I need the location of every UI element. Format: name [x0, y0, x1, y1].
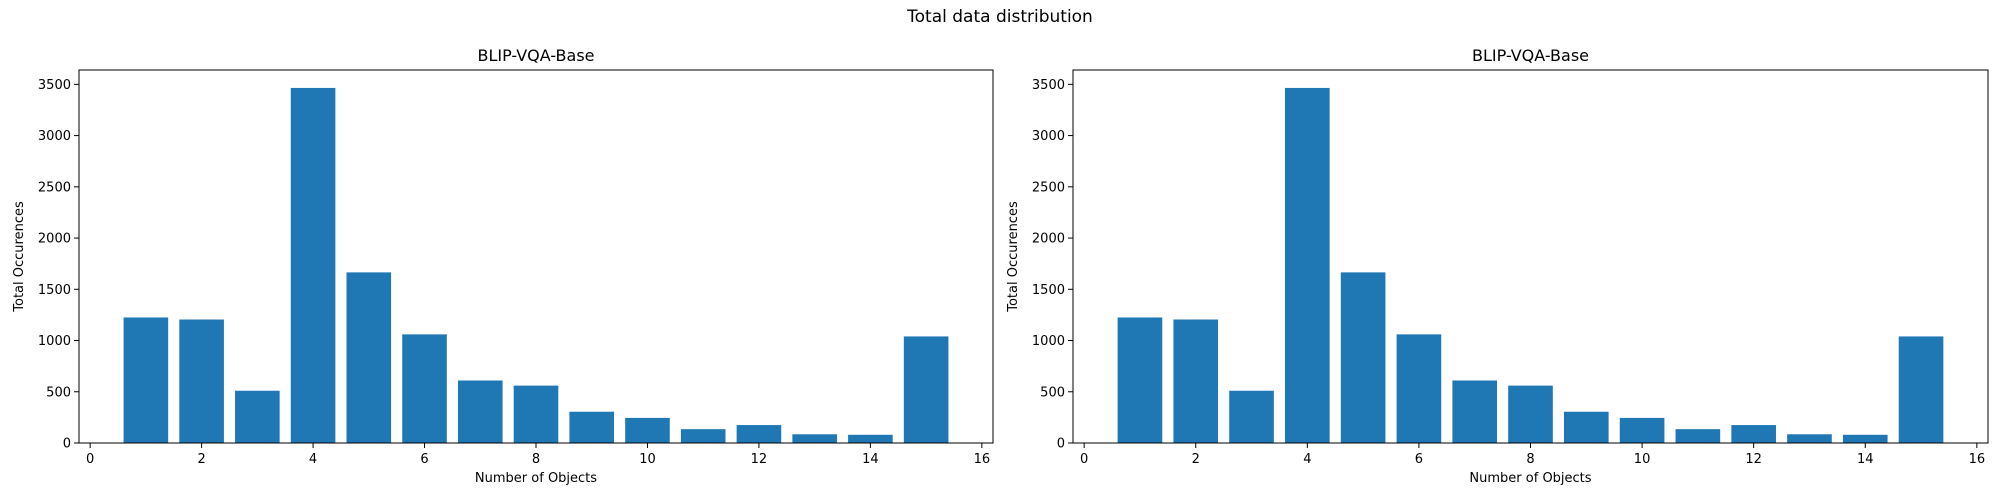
- x-tick-label: 8: [1526, 452, 1534, 467]
- bar-14: [848, 434, 893, 443]
- figure-title: Total data distribution: [907, 7, 1093, 27]
- bar-6: [402, 334, 447, 443]
- chart-title: BLIP-VQA-Base: [477, 46, 594, 65]
- bar-2: [179, 319, 224, 443]
- bar-11: [1675, 429, 1721, 443]
- bar-14: [1842, 434, 1888, 443]
- y-tick-label: 2500: [38, 180, 71, 195]
- x-tick-label: 14: [1857, 452, 1874, 467]
- y-tick-label: 3000: [38, 129, 71, 144]
- bar-9: [1563, 411, 1609, 443]
- bar-7: [457, 380, 503, 443]
- y-tick-label: 1500: [1032, 283, 1065, 298]
- bar-9: [569, 411, 615, 443]
- x-tick-label: 0: [1080, 452, 1088, 467]
- x-tick-label: 2: [197, 452, 205, 467]
- x-tick-label: 14: [862, 452, 879, 467]
- x-tick-label: 8: [532, 452, 540, 467]
- bar-5: [346, 272, 392, 443]
- x-tick-label: 2: [1192, 452, 1200, 467]
- bar-15: [903, 336, 949, 443]
- bar-10: [1619, 417, 1665, 443]
- x-tick-label: 4: [1303, 452, 1311, 467]
- bar-6: [1396, 334, 1442, 443]
- x-tick-label: 12: [751, 452, 768, 467]
- chart-left: 0 2 4 6 8 10 12 14 16 0 500 1000 1500 2000 2500 3000 350…: [12, 46, 994, 486]
- chart-right: 0 2 4 6 8 10 12 14 16 0 500 1000 1500 2000 2500 3000 350…: [1006, 46, 1989, 486]
- bar-12: [1731, 425, 1776, 443]
- x-tick-label: 6: [1415, 452, 1423, 467]
- bar-7: [1452, 380, 1498, 443]
- bar-4: [290, 87, 336, 444]
- bar-2: [1173, 319, 1219, 443]
- y-tick-label: 3500: [38, 78, 71, 93]
- x-tick-label: 10: [639, 452, 656, 467]
- x-tick-label: 0: [86, 452, 94, 467]
- x-axis-label: Number of Objects: [1469, 471, 1591, 486]
- y-axis-label: Total Occurences: [12, 201, 27, 313]
- x-tick-label: 12: [1745, 452, 1762, 467]
- bar-15: [1898, 336, 1944, 443]
- y-tick-label: 500: [1040, 385, 1065, 400]
- x-axis-label: Number of Objects: [475, 471, 597, 486]
- y-tick-label: 3500: [1032, 78, 1065, 93]
- y-tick-label: 500: [46, 385, 71, 400]
- x-tick-label: 6: [420, 452, 428, 467]
- x-tick-label: 16: [974, 452, 991, 467]
- y-tick-label: 2000: [1032, 232, 1065, 247]
- bar-12: [736, 425, 782, 443]
- bar-10: [625, 417, 670, 443]
- bar-5: [1340, 272, 1386, 443]
- bar-11: [680, 429, 726, 443]
- bar-1: [1117, 317, 1163, 443]
- y-tick-label: 3000: [1032, 129, 1065, 144]
- y-tick-label: 1000: [38, 334, 71, 349]
- bar-1: [123, 317, 169, 443]
- y-tick-label: 1000: [1032, 334, 1065, 349]
- bar-8: [513, 385, 559, 443]
- bar-4: [1285, 87, 1330, 444]
- bar-13: [792, 434, 837, 443]
- bar-8: [1508, 385, 1553, 443]
- bar-13: [1787, 434, 1832, 443]
- x-tick-label: 4: [309, 452, 317, 467]
- x-tick-label: 16: [1969, 452, 1986, 467]
- y-tick-label: 1500: [38, 283, 71, 298]
- y-tick-label: 0: [1057, 437, 1065, 452]
- y-tick-label: 2500: [1032, 180, 1065, 195]
- y-tick-label: 2000: [38, 232, 71, 247]
- bar-3: [1229, 390, 1274, 443]
- chart-title: BLIP-VQA-Base: [1472, 46, 1589, 65]
- y-tick-label: 0: [63, 437, 71, 452]
- y-axis-label: Total Occurences: [1006, 201, 1021, 313]
- x-tick-label: 10: [1634, 452, 1651, 467]
- bar-3: [235, 390, 280, 443]
